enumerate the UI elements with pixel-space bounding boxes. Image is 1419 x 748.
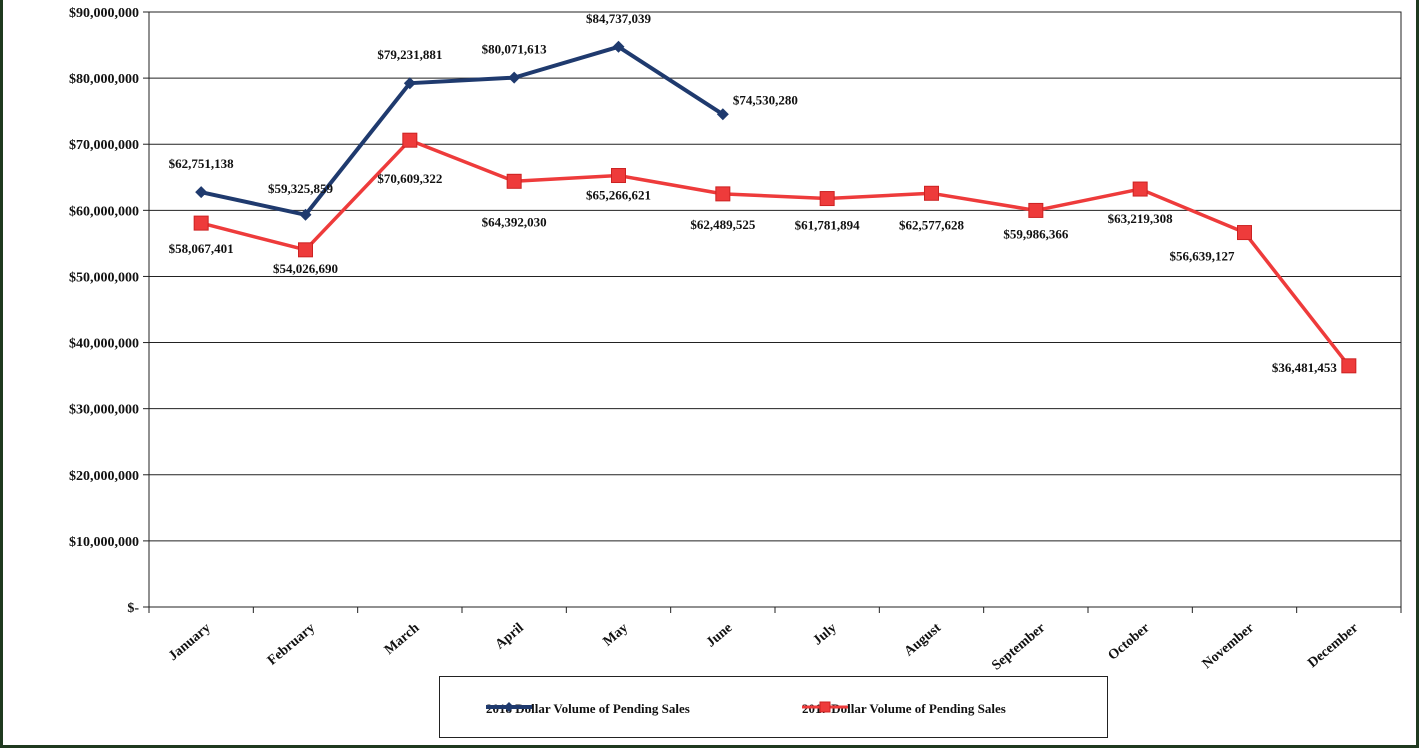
x-tick-label: December <box>1305 621 1361 671</box>
x-tick-label: January <box>166 621 214 664</box>
x-tick-label: November <box>1200 621 1257 672</box>
y-tick-label: $60,000,000 <box>69 204 139 219</box>
data-label-2017: $58,067,401 <box>169 241 234 256</box>
y-tick-label: $20,000,000 <box>69 469 139 484</box>
data-label-2018: $84,737,039 <box>586 11 652 26</box>
point-marker-2018 <box>195 186 208 199</box>
point-marker-2017 <box>1237 225 1252 241</box>
point-marker-2017 <box>715 186 731 202</box>
series-line-2018 <box>200 44 724 217</box>
point-marker-2017 <box>506 173 522 189</box>
legend-swatch-2018 <box>486 702 532 712</box>
point-marker-2018 <box>612 40 625 53</box>
y-tick-label: $40,000,000 <box>69 337 139 352</box>
legend-item-2017: 2017 Dollar Volume of Pending Sales <box>802 699 1006 719</box>
point-marker-2017 <box>193 215 209 231</box>
y-tick-label: $10,000,000 <box>69 535 139 550</box>
data-label-2017: $61,781,894 <box>795 218 861 233</box>
point-marker-2017 <box>1341 358 1357 374</box>
point-marker-2017 <box>819 191 835 207</box>
legend: 2018 Dollar Volume of Pending Sales 2017… <box>439 676 1108 738</box>
y-tick-label: $30,000,000 <box>69 403 139 418</box>
data-label-2017: $63,219,308 <box>1108 211 1174 226</box>
x-tick-label: February <box>265 621 318 669</box>
data-label-2018: $79,231,881 <box>377 47 442 62</box>
x-tick-label: August <box>902 620 945 659</box>
y-tick-label: $50,000,000 <box>69 270 139 285</box>
x-tick-label: July <box>810 621 839 649</box>
data-label-2017: $54,026,690 <box>273 261 338 276</box>
line-chart: $- $10,000,000 $20,000,000 $30,000,000 $40,0… <box>69 6 1402 674</box>
y-tick-label: $90,000,000 <box>69 6 139 21</box>
point-marker-2017 <box>924 185 939 201</box>
series-line-2017 <box>200 138 1351 367</box>
point-marker-2018 <box>508 71 521 84</box>
x-tick-label: October <box>1106 621 1153 664</box>
point-marker-2018 <box>716 108 729 121</box>
y-tick-label: $- <box>127 601 139 616</box>
data-label-2017: $62,577,628 <box>899 217 965 232</box>
point-marker-2017 <box>611 168 626 184</box>
data-label-2017: $64,392,030 <box>482 214 547 229</box>
data-label-2017: $56,639,127 <box>1170 249 1236 264</box>
data-label-2018: $80,071,613 <box>482 42 548 57</box>
data-label-2017: $36,481,453 <box>1272 360 1338 375</box>
x-tick-label: June <box>704 621 736 651</box>
legend-label-2018: 2018 Dollar Volume of Pending Sales <box>486 701 690 716</box>
x-tick-label: April <box>493 621 527 653</box>
data-label-2017: $59,986,366 <box>1003 226 1069 241</box>
legend-item-2018: 2018 Dollar Volume of Pending Sales <box>486 699 690 719</box>
point-marker-2018 <box>403 77 416 90</box>
data-label-2018: $62,751,138 <box>169 156 235 171</box>
point-marker-2017 <box>298 242 313 258</box>
point-marker-2017 <box>1132 181 1148 197</box>
data-label-2017: $65,266,621 <box>586 188 651 203</box>
y-tick-label: $70,000,000 <box>69 138 139 153</box>
x-tick-label: May <box>601 621 631 650</box>
x-tick-label: September <box>989 621 1048 674</box>
point-marker-2017 <box>402 132 418 148</box>
data-label-2018: $59,325,859 <box>268 181 334 196</box>
data-label-2017: $70,609,322 <box>377 171 442 186</box>
legend-swatch-2017 <box>802 701 848 713</box>
data-label-2018: $74,530,280 <box>733 92 798 107</box>
y-tick-label: $80,000,000 <box>69 72 139 87</box>
x-tick-label: March <box>382 620 423 657</box>
point-marker-2017 <box>1028 202 1044 218</box>
point-marker-2018 <box>299 208 312 221</box>
legend-label-2017: 2017 Dollar Volume of Pending Sales <box>802 701 1006 716</box>
data-label-2017: $62,489,525 <box>690 217 756 232</box>
